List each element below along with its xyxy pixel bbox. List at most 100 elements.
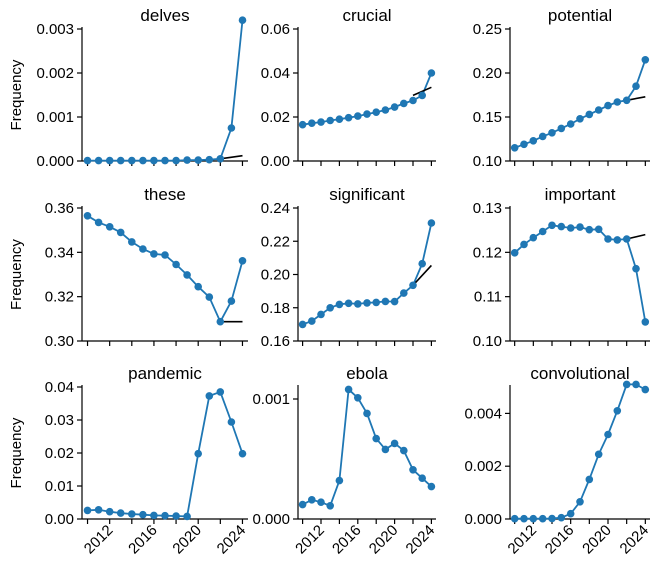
x-tick-label: 2020	[579, 522, 615, 558]
y-tick-label: 0.000	[464, 511, 502, 528]
data-point	[335, 476, 344, 485]
x-tick-label: 2024	[617, 522, 653, 558]
x-tick-label: 2016	[329, 522, 365, 558]
data-point	[128, 510, 136, 518]
data-point	[381, 106, 390, 114]
data-point	[83, 212, 92, 220]
y-tick-label: 0.02	[45, 445, 74, 462]
data-point	[205, 293, 214, 301]
data-point	[604, 430, 612, 439]
data-point	[326, 304, 335, 312]
subplot-title: pandemic	[128, 364, 202, 383]
data-point	[205, 155, 214, 164]
data-point	[632, 264, 640, 273]
data-point	[308, 317, 316, 325]
data-point	[585, 225, 594, 234]
data-point	[354, 300, 362, 308]
data-point	[594, 450, 603, 459]
subplot-title: these	[144, 185, 186, 204]
data-point	[400, 289, 408, 297]
data-point	[613, 236, 622, 244]
data-point	[566, 224, 575, 232]
data-point	[613, 407, 622, 415]
y-tick-label: 0.10	[473, 153, 502, 170]
data-point	[344, 385, 353, 394]
y-tick-label: 0.002	[36, 65, 74, 82]
data-point	[298, 320, 307, 329]
subplot-these: 0.30 0.32 0.34 0.36 these Frequency	[8, 185, 248, 350]
data-point	[409, 281, 417, 290]
data-point	[308, 496, 316, 504]
data-point	[105, 223, 114, 231]
data-point	[409, 96, 417, 105]
data-point	[390, 297, 399, 306]
y-tick-label: 0.003	[36, 21, 74, 38]
data-point	[344, 299, 353, 308]
data-point	[308, 119, 316, 127]
data-point	[128, 156, 136, 165]
x-tick-label: 2016	[542, 522, 578, 558]
data-point	[139, 510, 147, 519]
y-tick-label: 0.16	[261, 333, 290, 350]
data-point	[520, 140, 528, 149]
data-point	[205, 392, 214, 400]
data-point	[418, 474, 427, 483]
data-point	[585, 475, 594, 484]
data-point	[390, 103, 399, 111]
subplot-crucial: 0.00 0.02 0.04 0.06 crucial	[261, 6, 436, 170]
data-point	[116, 509, 125, 517]
data-point	[557, 513, 566, 522]
data-point	[538, 227, 547, 236]
data-point	[548, 514, 556, 523]
data-point	[529, 233, 538, 242]
data-point	[641, 318, 650, 326]
data-point	[344, 113, 353, 122]
y-tick-label: 0.13	[473, 200, 502, 217]
data-point	[538, 514, 547, 523]
data-point	[317, 310, 325, 319]
y-tick-label: 0.10	[473, 333, 502, 350]
data-point	[172, 156, 180, 165]
data-point	[161, 511, 169, 520]
data-point	[238, 16, 247, 25]
data-point	[317, 498, 325, 507]
data-point	[105, 156, 114, 165]
subplot-pandemic: 0.00 0.01 0.02 0.03 0.04 2012 2016 2020 2024 pand…	[8, 364, 249, 557]
data-point	[576, 498, 584, 506]
data-point	[116, 156, 125, 165]
data-point	[150, 156, 158, 165]
subplot-title: important	[545, 185, 616, 204]
data-point	[604, 101, 612, 110]
y-tick-label: 0.11	[474, 289, 502, 306]
data-point	[566, 120, 575, 128]
data-point	[381, 297, 390, 306]
subplot-title: significant	[329, 185, 405, 204]
y-tick-label: 0.04	[261, 65, 290, 82]
data-point	[317, 118, 325, 126]
data-point	[510, 514, 519, 523]
y-tick-label: 0.000	[36, 153, 74, 170]
data-point	[372, 434, 381, 443]
data-point	[510, 144, 519, 152]
data-point	[139, 156, 147, 165]
y-tick-label: 0.12	[473, 244, 502, 261]
x-tick-label: 2012	[505, 522, 541, 558]
data-point	[400, 99, 408, 108]
data-point	[83, 156, 92, 165]
subplot-delves: 0.000 0.001 0.002 0.003 delves Frequency	[8, 6, 248, 170]
y-tick-label: 0.00	[45, 511, 74, 528]
data-point	[594, 106, 603, 114]
y-tick-label: 0.001	[36, 109, 74, 126]
data-point	[227, 418, 236, 426]
y-tick-label: 0.22	[261, 233, 290, 250]
data-point	[585, 110, 594, 119]
data-point	[128, 238, 136, 246]
data-point	[372, 108, 381, 116]
data-point	[520, 514, 528, 523]
data-point	[105, 507, 114, 516]
data-point	[529, 137, 538, 145]
data-point	[576, 115, 584, 123]
y-tick-label: 0.01	[45, 478, 74, 495]
data-point	[150, 511, 158, 520]
